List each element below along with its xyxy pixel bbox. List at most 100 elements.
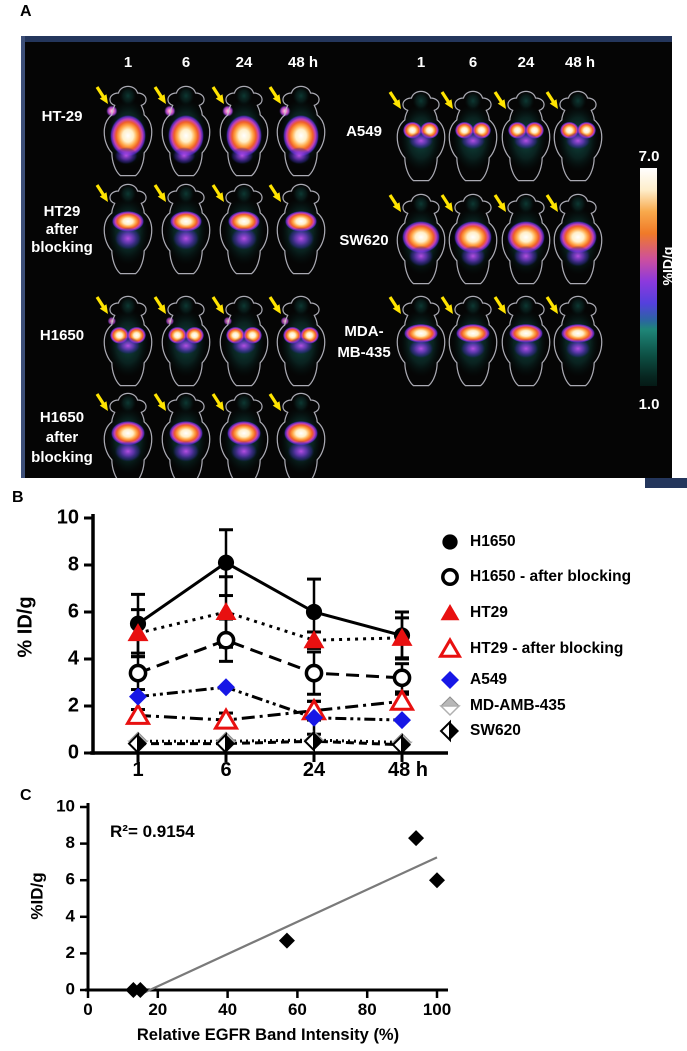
- mouse-pet-image-ht-29: [276, 85, 326, 177]
- row-label-h1650: H1650: [40, 327, 84, 344]
- legend-label: HT29: [470, 604, 508, 621]
- legend-label: H1650 - after blocking: [470, 568, 631, 585]
- legend-item-ht29-after-blocking: HT29 - after blocking: [437, 637, 623, 658]
- c-xtick-60: 60: [288, 1000, 307, 1019]
- mouse-pet-image-h1650-after-blocking: [219, 392, 269, 478]
- b-ytick-4: 4: [68, 647, 80, 669]
- time-label-right-1: 6: [469, 54, 477, 71]
- tumor-arrowhead-icon: [99, 192, 108, 202]
- time-label-left-1: 6: [182, 54, 190, 71]
- marker-filled-diamond: [441, 671, 459, 689]
- mouse-pet-image-h1650: [161, 295, 211, 387]
- marker-half-diamond: [439, 719, 459, 743]
- mouse-outline: [103, 295, 153, 387]
- tumor-arrowhead-icon: [215, 401, 224, 411]
- legend-label: HT29 - after blocking: [470, 640, 623, 657]
- mouse-outline: [219, 85, 269, 177]
- mouse-outline: [219, 183, 269, 275]
- marker-half-diamond: [303, 729, 323, 753]
- marker-open-triangle: [212, 707, 240, 730]
- mouse-pet-image-mda-mb-435: [501, 295, 551, 387]
- row-label-ht-29: HT-29: [42, 108, 83, 125]
- b-ytick-8: 8: [68, 553, 79, 575]
- mouse-outline: [276, 85, 326, 177]
- mouse-pet-image-a549: [553, 90, 603, 182]
- marker-open-triangle: [124, 702, 152, 725]
- marker-open-circle: [441, 568, 459, 586]
- b-ytick-10: 10: [57, 506, 79, 528]
- tumor-arrowhead-icon: [444, 202, 453, 212]
- time-label-right-0: 1: [417, 54, 425, 71]
- tumor-arrowhead-icon: [497, 202, 506, 212]
- time-label-left-0: 1: [124, 54, 132, 71]
- marker-filled-diamond: [408, 830, 425, 847]
- mouse-outline: [161, 295, 211, 387]
- legend-item-h1650: H1650: [442, 533, 516, 550]
- b-xtick-0: 1: [132, 759, 143, 778]
- c-ytick-6: 6: [66, 870, 75, 889]
- marker-open-circle: [128, 663, 148, 683]
- marker-open-circle: [304, 663, 324, 683]
- mouse-outline: [276, 295, 326, 387]
- mouse-pet-image-h1650-after-blocking: [276, 392, 326, 478]
- mouse-outline: [276, 392, 326, 478]
- mouse-pet-image-h1650-after-blocking: [103, 392, 153, 478]
- marker-filled-triangle: [215, 602, 237, 620]
- b-xtick-2: 24: [303, 759, 326, 778]
- b-xtick-1: 6: [220, 759, 231, 778]
- row-label-a549: A549: [346, 123, 382, 140]
- mouse-pet-image-h1650-after-blocking: [161, 392, 211, 478]
- panel-c-label: C: [20, 787, 32, 804]
- c-xtick-0: 0: [83, 1000, 92, 1019]
- marker-half-diamond: [391, 733, 411, 757]
- mouse-pet-image-ht-29: [103, 85, 153, 177]
- tumor-arrowhead-icon: [549, 202, 558, 212]
- marker-filled-triangle: [303, 630, 325, 649]
- mouse-pet-image-mda-mb-435: [396, 295, 446, 387]
- pet-images: [95, 85, 603, 478]
- row-label-mda-mb-435: MDA-: [344, 323, 383, 340]
- c-xtick-20: 20: [148, 1000, 167, 1019]
- tumor-arrowhead-icon: [549, 99, 558, 109]
- mouse-outline: [553, 295, 603, 387]
- tumor-arrowhead-icon: [392, 99, 401, 109]
- c-xtick-100: 100: [423, 1000, 451, 1019]
- mouse-outline: [276, 183, 326, 275]
- mouse-outline: [396, 90, 446, 182]
- mouse-pet-image-ht29-after-blocking: [161, 183, 211, 275]
- marker-filled-diamond: [132, 982, 149, 998]
- b-xtick-3: 48 h: [388, 759, 428, 778]
- marker-filled-diamond: [305, 708, 323, 727]
- colorbar-unit-label: %ID/g: [660, 247, 676, 286]
- mouse-outline: [501, 295, 551, 387]
- c-xtick-80: 80: [358, 1000, 377, 1019]
- c-xtick-40: 40: [218, 1000, 237, 1019]
- mouse-outline: [448, 90, 498, 182]
- trendline: [143, 856, 438, 994]
- row-label-sw620: SW620: [339, 232, 388, 249]
- tumor-arrowhead-icon: [215, 192, 224, 202]
- tumor-arrowhead-icon: [272, 401, 281, 411]
- marker-filled-triangle: [391, 627, 413, 646]
- marker-filled-diamond: [278, 932, 295, 949]
- row-label-ht29-after-blocking: after: [46, 221, 79, 238]
- tumor-arrowhead-icon: [157, 304, 166, 314]
- mouse-pet-image-mda-mb-435: [448, 295, 498, 387]
- colorbar-min-label: 1.0: [639, 396, 660, 413]
- mouse-pet-image-sw620: [501, 193, 551, 285]
- row-label-mda-mb-435: MB-435: [337, 344, 390, 361]
- mouse-outline: [161, 85, 211, 177]
- b-y-axis-label: % ID/g: [14, 596, 36, 657]
- time-label-right-2: 24: [518, 54, 535, 71]
- tumor-arrowhead-icon: [392, 304, 401, 314]
- marker-filled-diamond: [217, 678, 235, 697]
- mouse-pet-image-ht29-after-blocking: [219, 183, 269, 275]
- row-label-h1650-after-blocking: H1650: [40, 409, 84, 426]
- marker-half-diamond: [127, 732, 147, 756]
- panel-a-left-border: [21, 36, 25, 478]
- time-label-left-2: 24: [236, 54, 253, 71]
- tumor-arrowhead-icon: [157, 192, 166, 202]
